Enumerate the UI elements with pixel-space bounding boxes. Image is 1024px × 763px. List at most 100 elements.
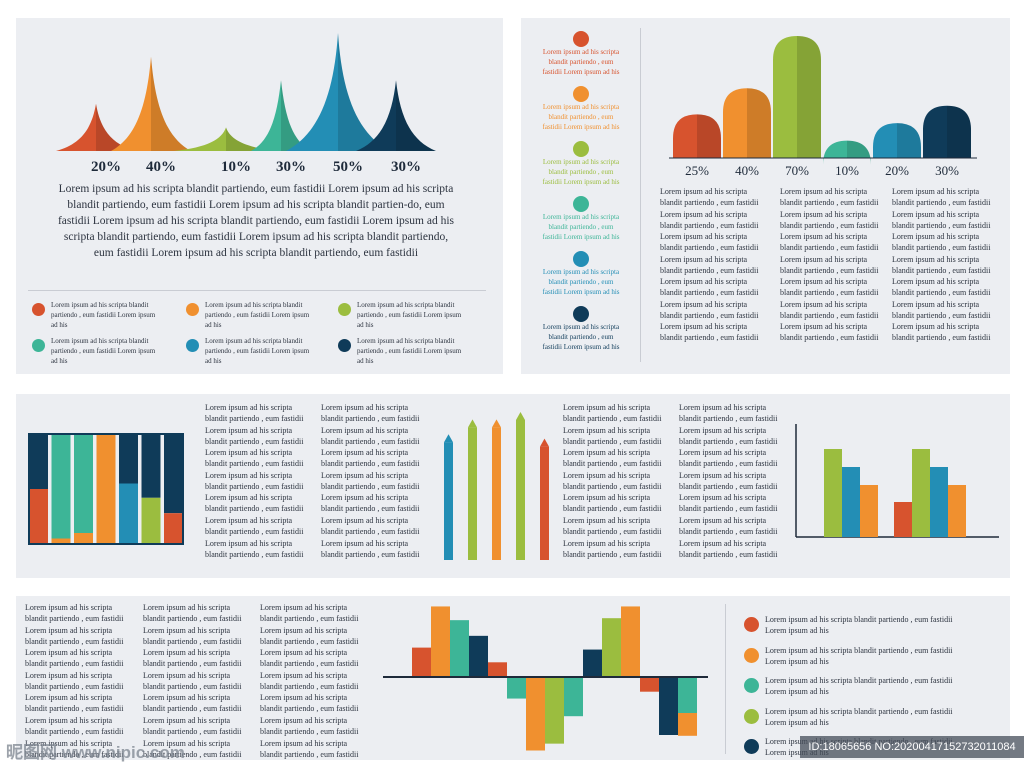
legend-dot bbox=[186, 339, 199, 352]
watermark: 昵图网 www.nipic.com ID:18065656 NO:2020041… bbox=[0, 736, 1024, 762]
grouped-bar bbox=[912, 449, 930, 537]
text-block: Lorem ipsum ad his scripta blandit parti… bbox=[660, 277, 759, 297]
stacked-bar-bottom bbox=[51, 538, 71, 544]
text-block: Lorem ipsum ad his scripta blandit parti… bbox=[25, 716, 124, 736]
diverging-bar bbox=[488, 662, 507, 677]
diverging-bar bbox=[621, 606, 640, 677]
text-block: Lorem ipsum ad his scripta blandit parti… bbox=[25, 670, 124, 691]
diverging-bar bbox=[507, 677, 526, 699]
peak-left bbox=[174, 127, 226, 151]
stacked-bar-bottom bbox=[164, 513, 183, 544]
text-block: Lorem ipsum ad his scripta blandit parti… bbox=[679, 425, 778, 446]
legend-item: Lorem ipsum ad his scripta blandit parti… bbox=[744, 675, 953, 697]
diverging-bar bbox=[526, 677, 545, 751]
legend-item: Lorem ipsum ad his scripta blandit parti… bbox=[186, 336, 309, 366]
legend-item: Lorem ipsum ad his scripta blandit parti… bbox=[338, 336, 461, 366]
text-block: Lorem ipsum ad his scripta blandit parti… bbox=[679, 403, 778, 423]
text-block: Lorem ipsum ad his scripta blandit parti… bbox=[563, 403, 662, 423]
legend-dot bbox=[744, 678, 759, 693]
arch-bar-chart: 25% 40% 70% 10% 20% 30% bbox=[669, 36, 977, 178]
stacked-bar-bottom bbox=[29, 489, 48, 544]
diverging-bar bbox=[450, 620, 469, 677]
text-block: Lorem ipsum ad his scripta blandit parti… bbox=[260, 716, 359, 736]
arch-bar-right bbox=[797, 36, 821, 158]
diverging-bar-chart bbox=[383, 606, 708, 751]
text-block: Lorem ipsum ad his scripta blandit parti… bbox=[679, 493, 778, 514]
text-block: Lorem ipsum ad his scripta blandit parti… bbox=[205, 516, 304, 536]
stacked-bar-bottom bbox=[74, 533, 93, 544]
text-block: Lorem ipsum ad his scripta blandit parti… bbox=[563, 493, 662, 514]
grouped-bar bbox=[948, 485, 966, 537]
text-block: Lorem ipsum ad his scripta blandit parti… bbox=[205, 493, 304, 514]
grouped-bar bbox=[894, 502, 912, 537]
legend-text: Lorem ipsum ad his scripta blandit parti… bbox=[765, 645, 953, 666]
text-block: Lorem ipsum ad his scripta blandit parti… bbox=[143, 716, 242, 736]
legend-dot bbox=[744, 617, 759, 632]
text-block: Lorem ipsum ad his scripta blandit parti… bbox=[660, 209, 759, 230]
legend-item: Lorem ipsum ad his scripta blandit parti… bbox=[32, 300, 155, 330]
text-block: Lorem ipsum ad his scripta blandit parti… bbox=[679, 448, 778, 469]
text-block: Lorem ipsum ad his scripta blandit parti… bbox=[143, 625, 242, 646]
pencil-bar-tip bbox=[468, 419, 477, 428]
text-block: Lorem ipsum ad his scripta blandit parti… bbox=[25, 738, 124, 759]
text-block: Lorem ipsum ad his scripta blandit parti… bbox=[660, 232, 759, 252]
text-block: Lorem ipsum ad his scripta blandit parti… bbox=[205, 470, 304, 491]
text-block: Lorem ipsum ad his scripta blandit parti… bbox=[563, 448, 662, 469]
grouped-bar bbox=[842, 467, 860, 537]
text-block: Lorem ipsum ad his scripta blandit parti… bbox=[563, 470, 662, 491]
side-legend-text: Lorem ipsum ad his scripta blandit parti… bbox=[542, 158, 620, 186]
text-block: Lorem ipsum ad his scripta blandit parti… bbox=[260, 670, 359, 691]
side-legend-dot bbox=[573, 141, 589, 157]
grouped-bar bbox=[930, 467, 948, 537]
arch-value-label: 25% bbox=[685, 163, 709, 178]
side-legend-text: Lorem ipsum ad his scripta blandit parti… bbox=[542, 48, 620, 76]
text-block: Lorem ipsum ad his scripta blandit parti… bbox=[260, 648, 359, 669]
text-block: Lorem ipsum ad his scripta blandit parti… bbox=[660, 187, 759, 207]
legend-dot bbox=[338, 339, 351, 352]
stacked-bar-top bbox=[164, 434, 183, 514]
text-block: Lorem ipsum ad his scripta blandit parti… bbox=[25, 625, 124, 646]
stacked-bar-top bbox=[119, 434, 138, 484]
side-legend-text: Lorem ipsum ad his scripta blandit parti… bbox=[542, 213, 620, 241]
text-block: Lorem ipsum ad his scripta blandit parti… bbox=[143, 648, 242, 669]
stacked-bar-top bbox=[141, 434, 161, 498]
legend-text: Lorem ipsum ad his scripta blandit parti… bbox=[765, 706, 953, 727]
text-block: Lorem ipsum ad his scripta blandit parti… bbox=[260, 603, 359, 623]
legend-item: Lorem ipsum ad his scripta blandit parti… bbox=[744, 614, 953, 636]
text-block: Lorem ipsum ad his scripta blandit parti… bbox=[260, 738, 359, 759]
text-block: Lorem ipsum ad his scripta blandit parti… bbox=[321, 516, 420, 536]
legend-text: Lorem ipsum ad his scripta blandit parti… bbox=[205, 301, 310, 329]
legend-text: Lorem ipsum ad his scripta blandit parti… bbox=[205, 337, 310, 365]
side-legend-text: Lorem ipsum ad his scripta blandit parti… bbox=[542, 268, 620, 296]
arch-bar-left bbox=[923, 105, 947, 158]
pencil-bar bbox=[444, 442, 453, 560]
text-block: Lorem ipsum ad his scripta blandit parti… bbox=[660, 322, 759, 342]
pencil-bar bbox=[540, 446, 549, 560]
panel-bars-row: Lorem ipsum ad his scripta blandit parti… bbox=[16, 394, 1010, 578]
bars-row-charts bbox=[28, 412, 999, 560]
side-legend-dot bbox=[573, 306, 589, 322]
watermark-logo: 昵图网 www.nipic.com bbox=[6, 743, 185, 762]
text-block: Lorem ipsum ad his scripta blandit parti… bbox=[892, 299, 991, 320]
arch-bar-left bbox=[873, 123, 897, 158]
grouped-bar bbox=[824, 449, 842, 537]
watermark-id: ID:18065656 NO:20200417152732011084 bbox=[800, 736, 1024, 758]
text-block: Lorem ipsum ad his scripta blandit parti… bbox=[679, 538, 778, 559]
legend-text: Lorem ipsum ad his scripta blandit parti… bbox=[765, 615, 953, 635]
side-legend-text: Lorem ipsum ad his scripta blandit parti… bbox=[542, 323, 620, 351]
legend-item: Lorem ipsum ad his scripta blandit parti… bbox=[338, 300, 461, 330]
text-block: Lorem ipsum ad his scripta blandit parti… bbox=[780, 254, 879, 275]
stacked-bar-top bbox=[51, 434, 71, 539]
peak-left bbox=[251, 80, 281, 151]
legend-text: Lorem ipsum ad his scripta blandit parti… bbox=[51, 301, 156, 329]
legend-dot bbox=[744, 708, 759, 724]
pencil-bar-tip bbox=[492, 419, 501, 428]
diverging-bar bbox=[431, 606, 450, 677]
side-legend-dot bbox=[573, 196, 589, 212]
pencil-bar-tip bbox=[540, 438, 549, 447]
peak-right bbox=[338, 33, 390, 151]
legend-dot bbox=[32, 303, 45, 316]
diverging-bar bbox=[564, 677, 583, 717]
panel-arch-chart: Lorem ipsum ad his scripta blandit parti… bbox=[521, 18, 1010, 374]
stacked-bar-bottom bbox=[141, 497, 161, 544]
